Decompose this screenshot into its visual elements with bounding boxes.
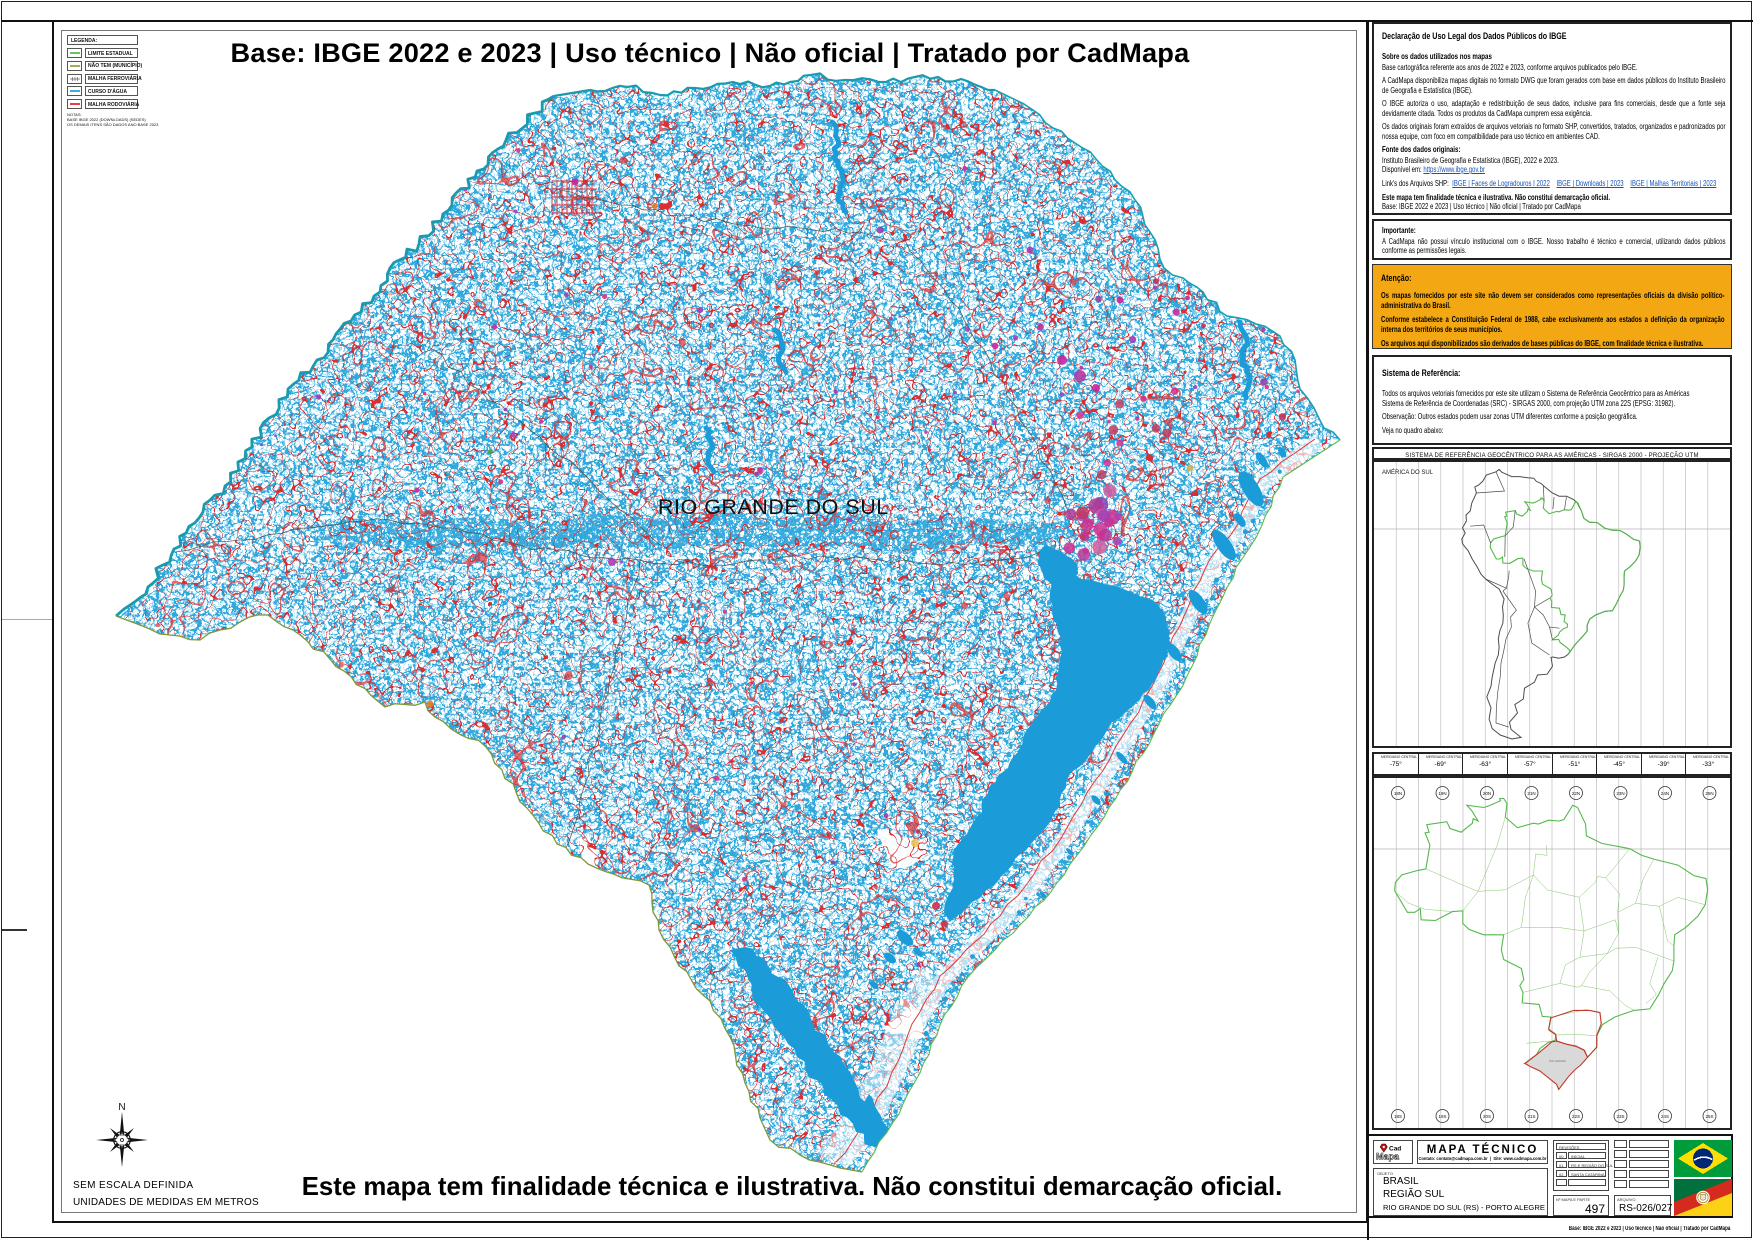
svg-text:19S: 19S [1438, 1114, 1446, 1119]
svg-text:20N: 20N [1483, 791, 1491, 796]
svg-text:20S: 20S [1483, 1114, 1491, 1119]
svg-text:25N: 25N [1705, 791, 1713, 796]
svg-text:RIO GRANDE: RIO GRANDE [1549, 1059, 1566, 1063]
svg-text:22N: 22N [1572, 791, 1580, 796]
svg-text:25S: 25S [1705, 1114, 1713, 1119]
svg-text:AMÉRICA DO SUL: AMÉRICA DO SUL [1382, 469, 1434, 476]
svg-text:21S: 21S [1527, 1114, 1535, 1119]
svg-text:23N: 23N [1616, 791, 1624, 796]
svg-text:22S: 22S [1572, 1114, 1580, 1119]
svg-text:24S: 24S [1661, 1114, 1669, 1119]
svg-text:24N: 24N [1661, 791, 1669, 796]
svg-text:18S: 18S [1394, 1114, 1402, 1119]
svg-text:Mapa: Mapa [1376, 1152, 1400, 1162]
svg-text:18N: 18N [1394, 791, 1402, 796]
svg-text:19N: 19N [1438, 791, 1446, 796]
svg-text:N: N [118, 1102, 125, 1113]
svg-text:23S: 23S [1616, 1114, 1624, 1119]
svg-text:21N: 21N [1527, 791, 1535, 796]
svg-text:Cad: Cad [1389, 1146, 1401, 1153]
